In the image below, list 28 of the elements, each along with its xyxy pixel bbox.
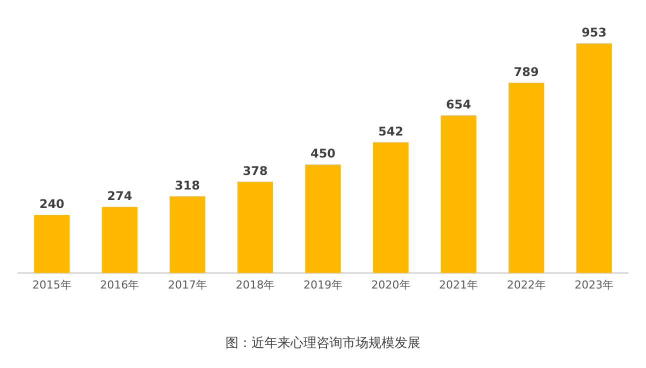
x-tick-label: 2019年 bbox=[304, 278, 342, 292]
data-label: 450 bbox=[310, 146, 336, 161]
data-label: 378 bbox=[242, 164, 268, 178]
data-label: 654 bbox=[446, 97, 472, 112]
x-tick-label: 2023年 bbox=[574, 278, 614, 292]
bar bbox=[305, 164, 341, 273]
x-tick-label: 2016年 bbox=[100, 278, 140, 292]
text: 图：近年来心理咨询市场规模发展 bbox=[224, 335, 422, 352]
bar bbox=[440, 115, 476, 273]
bar bbox=[34, 215, 70, 273]
data-label: 789 bbox=[514, 64, 539, 79]
data-label: 318 bbox=[174, 178, 200, 192]
x-tick-label: 2015年 bbox=[32, 278, 72, 292]
data-label: 542 bbox=[378, 124, 404, 138]
bar bbox=[508, 82, 544, 273]
x-tick-label: 2020年 bbox=[371, 278, 410, 292]
data-label: 953 bbox=[582, 25, 607, 40]
bar bbox=[102, 206, 138, 273]
data-label: 274 bbox=[107, 188, 132, 203]
bar bbox=[237, 182, 274, 273]
bar bbox=[372, 142, 409, 273]
x-tick-label: 2017年 bbox=[168, 278, 207, 292]
data-label: 240 bbox=[39, 197, 64, 212]
x-tick-label: 2018年 bbox=[236, 278, 275, 292]
x-tick-label: 2022年 bbox=[506, 278, 546, 292]
bar bbox=[170, 196, 206, 273]
bar bbox=[576, 43, 612, 273]
x-tick-label: 2021年 bbox=[439, 278, 478, 292]
